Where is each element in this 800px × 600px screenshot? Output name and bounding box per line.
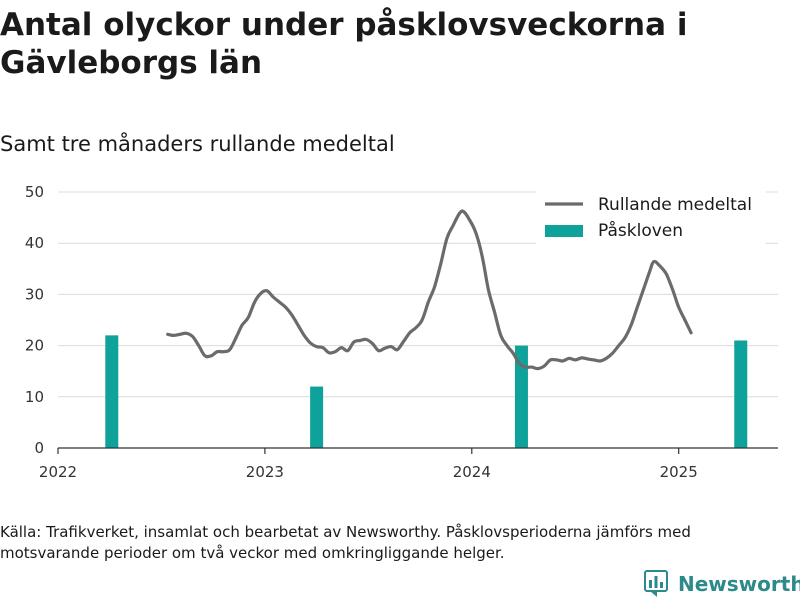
bar-paskloven [514,345,528,448]
bar-series [105,335,748,448]
chart: 0 10 20 30 40 50 2022 2023 2024 2025 Rullande me… [25,183,778,481]
x-tick-label: 2023 [246,463,284,481]
bar-paskloven [734,340,748,448]
rolling-average-line [166,209,693,371]
bar-paskloven [105,335,119,448]
y-tick-label: 50 [25,183,44,201]
x-axis: 2022 2023 2024 2025 [39,447,778,481]
y-tick-label: 40 [25,234,44,252]
legend-bar-swatch [545,225,583,237]
y-tick-label: 30 [25,285,44,303]
bar-paskloven [310,386,324,448]
y-tick-label: 0 [34,439,44,457]
y-axis-tick-labels: 0 10 20 30 40 50 [25,183,44,457]
legend: Rullande medeltal Påskloven [536,188,766,248]
x-tick-label: 2022 [39,463,77,481]
y-tick-label: 10 [25,388,44,406]
legend-label-rolling-average: Rullande medeltal [598,195,752,215]
line-series [166,209,693,371]
x-tick-label: 2025 [660,463,698,481]
legend-box [536,188,766,248]
y-tick-label: 20 [25,337,44,355]
brand-name: Newsworthy [678,572,800,596]
brand-logo: Newsworthy [644,569,800,599]
x-tick-label: 2024 [453,463,491,481]
chart-title: Antal olyckor under påsklovsveckorna i G… [0,7,688,81]
legend-label-paskloven: Påskloven [598,220,683,241]
chart-subtitle: Samt tre månaders rullande medeltal [0,132,395,156]
newsworthy-logo-icon [644,570,668,597]
source-note: Källa: Trafikverket, insamlat och bearbe… [0,523,691,562]
